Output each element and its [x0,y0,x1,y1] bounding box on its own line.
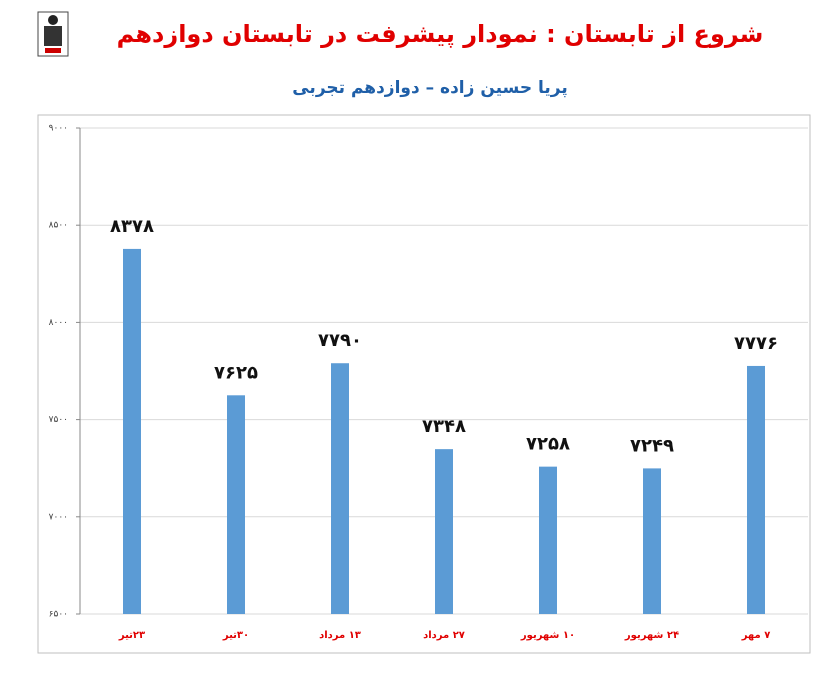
bar [123,248,141,614]
x-tick-label: ۲۷ مرداد [423,630,465,641]
x-tick-label: ۲۴ شهریور [624,630,679,641]
x-tick-label: ۲۳تیر [118,630,145,641]
bar [747,365,765,614]
x-tick-label: ۷ مهر [741,630,771,641]
chart-title: شروع از تابستان : نمودار پیشرفت در تابست… [117,20,764,48]
y-tick-label: ۶۵۰۰ [49,610,68,620]
bar [643,468,661,614]
plot-frame [37,114,811,654]
logo-bar [45,48,61,53]
data-label: ۷۷۷۶ [734,333,778,354]
bar [539,466,557,614]
logo-body [44,26,62,46]
x-tick-label: ۳۰تیر [222,630,249,641]
y-tick-label: ۷۵۰۰ [49,415,68,425]
bar [435,449,453,614]
x-tick-label: ۱۰ شهریور [520,630,575,641]
data-label: ۷۷۹۰ [318,330,362,351]
data-label: ۷۳۴۸ [422,416,466,437]
data-label: ۸۳۷۸ [110,216,154,237]
y-tick-label: ۸۵۰۰ [49,221,68,231]
bar [227,395,245,614]
data-label: ۷۶۲۵ [214,362,258,383]
x-tick-label: ۱۳ مرداد [319,630,361,641]
y-tick-label: ۷۰۰۰ [49,512,68,522]
bar [331,363,349,614]
logo-head [48,15,58,25]
data-label: ۷۲۴۹ [630,435,674,456]
y-tick-label: ۸۰۰۰ [49,318,68,328]
chart-subtitle: پریا حسین زاده – دوازدهم تجربی [292,78,568,98]
logo [37,11,69,57]
y-tick-label: ۹۰۰۰ [49,124,68,134]
data-label: ۷۲۵۸ [526,434,570,455]
